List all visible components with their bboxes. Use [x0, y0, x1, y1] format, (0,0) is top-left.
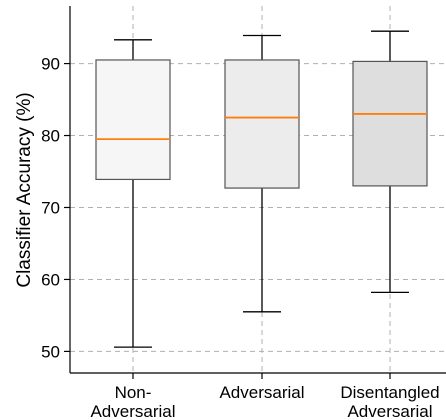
box-group: [224, 34, 300, 313]
x-category-label-line: Non-: [115, 383, 152, 402]
x-category-label-line: Adversarial: [347, 402, 432, 420]
y-ticks: 50 60 70 80 90: [41, 55, 391, 379]
x-category-label-line: Adversarial: [219, 383, 304, 402]
y-tick-label: 50: [41, 342, 60, 361]
iqr-box: [224, 59, 300, 189]
y-tick-label: 90: [41, 55, 60, 74]
boxes: [95, 30, 428, 348]
y-axis-title: Classifier Accuracy (%): [14, 92, 35, 287]
x-category-label: Adversarial: [219, 383, 304, 402]
x-category-label: Non-Adversarial: [90, 383, 175, 420]
y-tick-label: 70: [41, 198, 60, 217]
x-category-label-line: Disentangled: [340, 383, 439, 402]
iqr-box: [352, 60, 428, 187]
y-tick-label: 80: [41, 127, 60, 146]
box-group: [95, 39, 171, 348]
y-tick-label: 60: [41, 270, 60, 289]
x-category-label-line: Adversarial: [90, 402, 175, 420]
iqr-box: [95, 59, 171, 181]
box-group: [352, 30, 428, 294]
x-category-label: Disentangled Adversarial: [340, 383, 439, 420]
